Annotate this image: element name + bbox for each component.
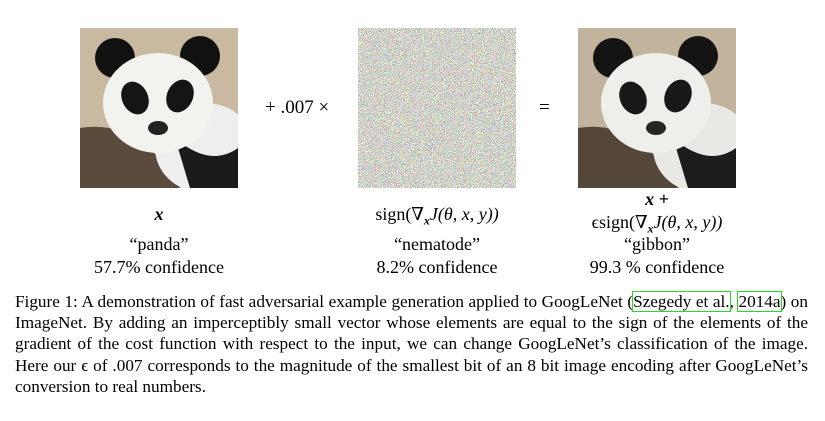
confidence: 8.2% confidence (376, 257, 498, 277)
math: ϵsign(∇ (591, 212, 648, 232)
math-label: sign(∇xJ(θ, x, y)) (307, 204, 567, 229)
citation-link[interactable]: 2014a (737, 291, 782, 312)
confidence: 57.7% confidence (94, 257, 224, 277)
math: x + (645, 189, 669, 209)
math-sub: x (423, 213, 430, 228)
citation-link[interactable]: Szegedy et al. (632, 291, 731, 312)
confidence: 99.3 % confidence (589, 257, 725, 277)
operator-equals: = (539, 97, 550, 118)
math: x (154, 204, 164, 224)
caption: Figure 1: A demonstration of fast advers… (15, 291, 808, 396)
noise-image (358, 28, 516, 188)
operator-times: + .007 × (265, 97, 330, 118)
math-label: ϵsign(∇xJ(θ, x, y)) (527, 212, 787, 237)
caption-text: ) on ImageNet. By adding an imperceptibl… (15, 292, 808, 396)
panda-image (80, 28, 238, 188)
math-sub: x (647, 221, 654, 236)
math: J(θ, x, y)) (429, 204, 499, 224)
panda-image-adversarial (578, 28, 736, 188)
class-label: “panda” (129, 234, 189, 254)
math-label: x + (527, 189, 787, 210)
class-label: “gibbon” (624, 234, 690, 254)
math: sign(∇ (375, 204, 424, 224)
caption-text: Figure 1: A demonstration of fast advers… (15, 292, 634, 311)
class-label: “nematode” (394, 234, 480, 254)
math: J(θ, x, y)) (653, 212, 723, 232)
math-label: x (29, 204, 289, 225)
